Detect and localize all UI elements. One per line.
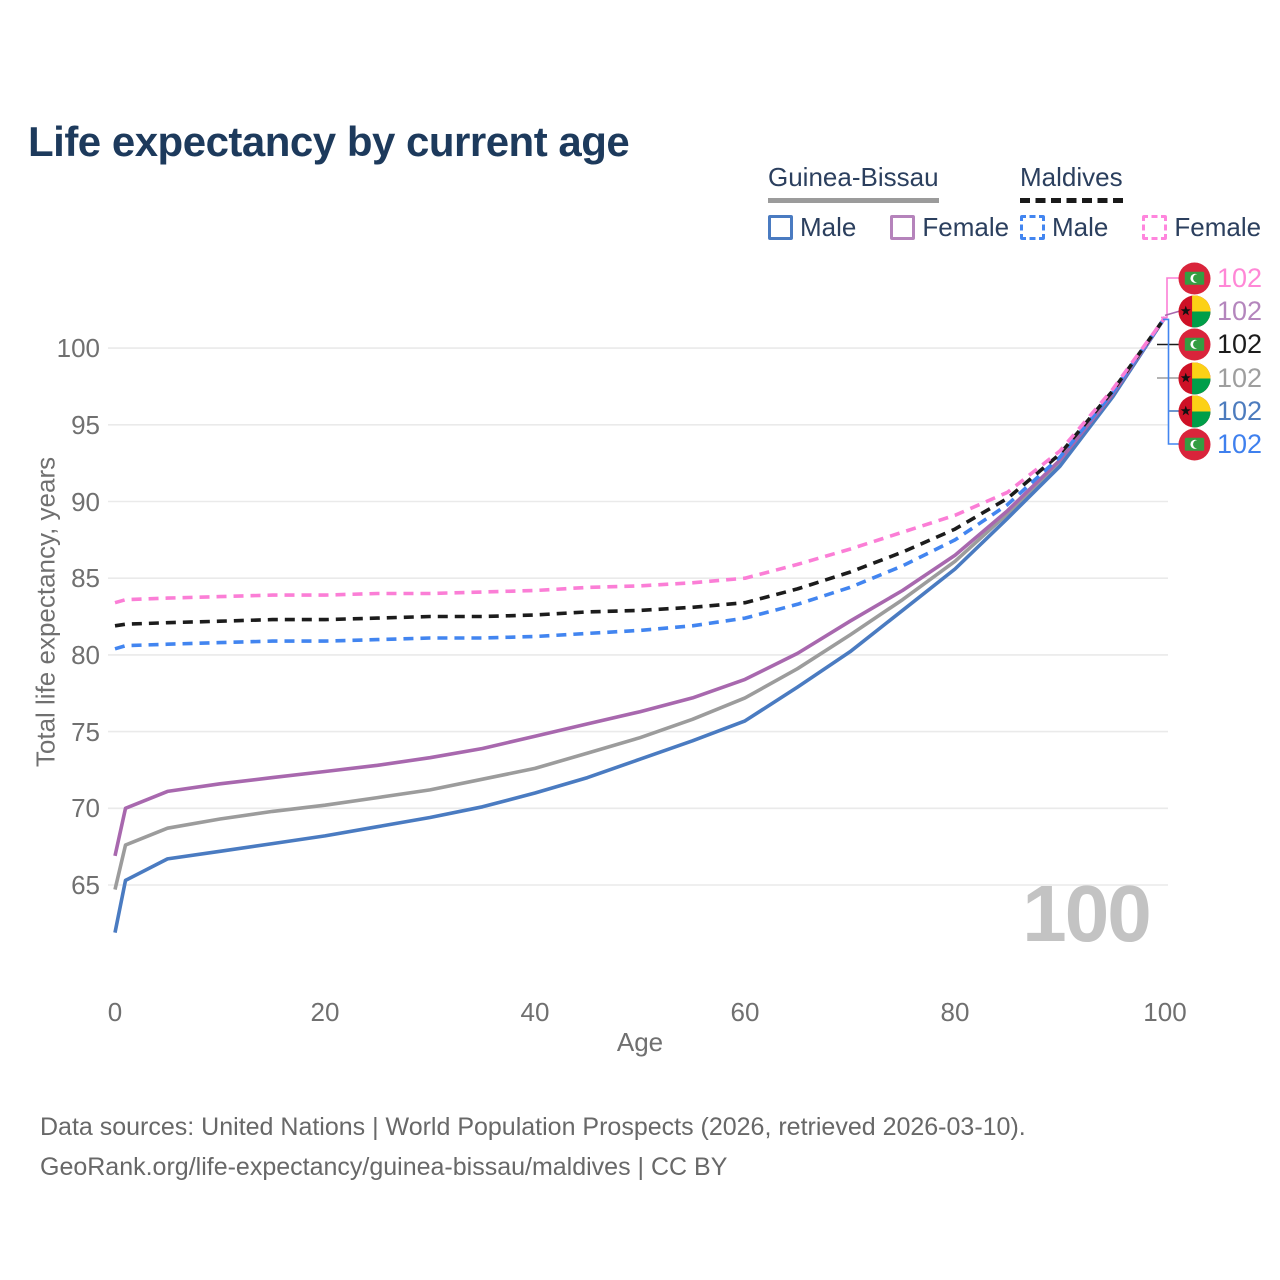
footer-attribution-line: GeoRank.org/life-expectancy/guinea-bissa…	[40, 1153, 728, 1181]
legend-item-guinea-bissau-male[interactable]: Male	[768, 212, 856, 243]
end-label-guinea-bissau-female: 102	[1178, 294, 1263, 328]
legend-label: Female	[922, 212, 1010, 242]
y-tick-95: 95	[71, 409, 100, 440]
y-tick-85: 85	[71, 563, 100, 594]
x-tick-40: 40	[520, 997, 550, 1027]
y-tick-80: 80	[71, 639, 100, 670]
end-label-leader-guinea-bissau-female	[1164, 310, 1181, 317]
series-line-guinea-bissau-male	[113, 316, 1167, 933]
maldives-flag-icon	[1178, 261, 1211, 295]
x-tick-80: 80	[940, 997, 970, 1027]
end-label-value: 102	[1217, 329, 1263, 359]
legend-swatch-maldives-male	[1020, 215, 1045, 240]
legend-group-title-guinea-bissau: Guinea-Bissau	[768, 162, 939, 203]
x-tick-20: 20	[310, 997, 340, 1027]
x-axis-title: Age	[616, 1027, 664, 1057]
legend-item-maldives-female[interactable]: Female	[1142, 212, 1261, 243]
end-label-value: 102	[1217, 262, 1263, 293]
legend-item-maldives-male[interactable]: Male	[1020, 212, 1108, 243]
legend-swatch-guinea-bissau-female	[890, 215, 916, 240]
series-line-maldives-combined	[114, 316, 1167, 628]
end-label-maldives-combined: 102	[1178, 328, 1262, 361]
maldives-flag-icon	[1178, 328, 1211, 361]
guinea-bissau-flag-icon	[1178, 394, 1211, 428]
series-line-guinea-bissau-female	[113, 316, 1167, 857]
end-label-guinea-bissau-combined: 102	[1178, 361, 1263, 395]
legend-label: Male	[800, 212, 857, 242]
y-tick-90: 90	[71, 486, 100, 517]
y-tick-100: 100	[56, 333, 100, 364]
end-label-guinea-bissau-male: 102	[1178, 394, 1263, 428]
legend-swatch-guinea-bissau-male	[768, 215, 793, 240]
end-label-value: 102	[1217, 295, 1263, 326]
x-tick-0: 0	[107, 997, 123, 1027]
end-label-value: 102	[1217, 395, 1263, 426]
end-label-value: 102	[1217, 428, 1263, 459]
y-tick-75: 75	[71, 716, 100, 747]
guinea-bissau-flag-icon	[1178, 361, 1211, 395]
end-label-leader-maldives-female	[1161, 277, 1180, 319]
series-line-maldives-female	[114, 316, 1167, 605]
footer-datasource-line: Data sources: United Nations | World Pop…	[40, 1113, 1026, 1141]
series-line-maldives-male	[114, 316, 1167, 651]
x-tick-100: 100	[1143, 997, 1187, 1027]
footer: Data sources: United Nations | World Pop…	[40, 1107, 1026, 1187]
end-label-maldives-female: 102	[1178, 261, 1263, 295]
legend-label: Male	[1052, 212, 1109, 242]
guinea-bissau-flag-icon	[1178, 294, 1211, 328]
maldives-flag-icon	[1178, 427, 1211, 461]
legend-swatch-maldives-female	[1142, 215, 1168, 240]
series-line-guinea-bissau-combined	[113, 316, 1167, 891]
end-label-leader-maldives-male	[1163, 318, 1180, 445]
x-tick-60: 60	[730, 997, 760, 1027]
current-age-watermark: 100	[1022, 869, 1149, 958]
page-title: Life expectancy by current age	[28, 118, 630, 166]
end-label-value: 102	[1217, 362, 1263, 393]
legend-group-guinea-bissau: Guinea-Bissau Male Female	[768, 162, 1009, 243]
y-tick-65: 65	[71, 870, 100, 900]
y-tick-70: 70	[71, 793, 100, 824]
end-label-maldives-male: 102	[1178, 427, 1263, 461]
legend-group-title-maldives: Maldives	[1020, 162, 1123, 203]
legend-item-guinea-bissau-female[interactable]: Female	[890, 212, 1009, 243]
legend-group-maldives: Maldives Male Female	[1020, 162, 1261, 243]
legend-label: Female	[1174, 212, 1262, 242]
